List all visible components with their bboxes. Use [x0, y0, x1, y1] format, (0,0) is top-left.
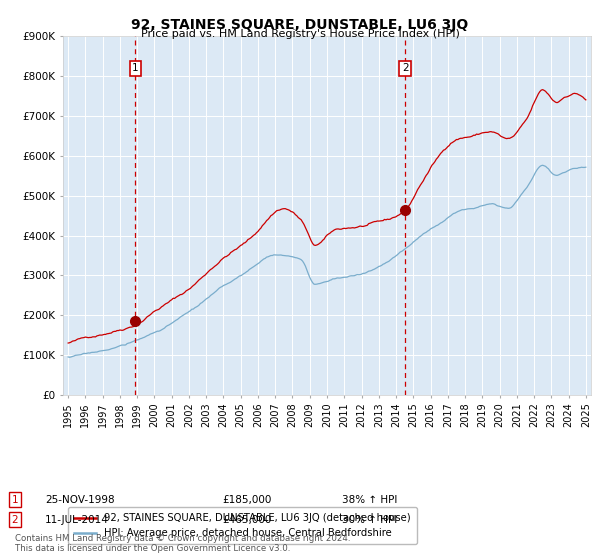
Legend: 92, STAINES SQUARE, DUNSTABLE, LU6 3JQ (detached house), HPI: Average price, det: 92, STAINES SQUARE, DUNSTABLE, LU6 3JQ (… — [68, 507, 416, 544]
Text: 1: 1 — [11, 494, 19, 505]
Text: 2: 2 — [11, 515, 19, 525]
Text: Contains HM Land Registry data © Crown copyright and database right 2024.
This d: Contains HM Land Registry data © Crown c… — [15, 534, 350, 553]
Text: £185,000: £185,000 — [222, 494, 271, 505]
Text: 25-NOV-1998: 25-NOV-1998 — [45, 494, 115, 505]
Text: 38% ↑ HPI: 38% ↑ HPI — [342, 494, 397, 505]
Text: 1: 1 — [132, 63, 139, 73]
Text: 2: 2 — [402, 63, 409, 73]
Text: 11-JUL-2014: 11-JUL-2014 — [45, 515, 109, 525]
Text: 92, STAINES SQUARE, DUNSTABLE, LU6 3JQ: 92, STAINES SQUARE, DUNSTABLE, LU6 3JQ — [131, 18, 469, 32]
Text: Price paid vs. HM Land Registry's House Price Index (HPI): Price paid vs. HM Land Registry's House … — [140, 29, 460, 39]
Text: £465,000: £465,000 — [222, 515, 271, 525]
Text: 30% ↑ HPI: 30% ↑ HPI — [342, 515, 397, 525]
